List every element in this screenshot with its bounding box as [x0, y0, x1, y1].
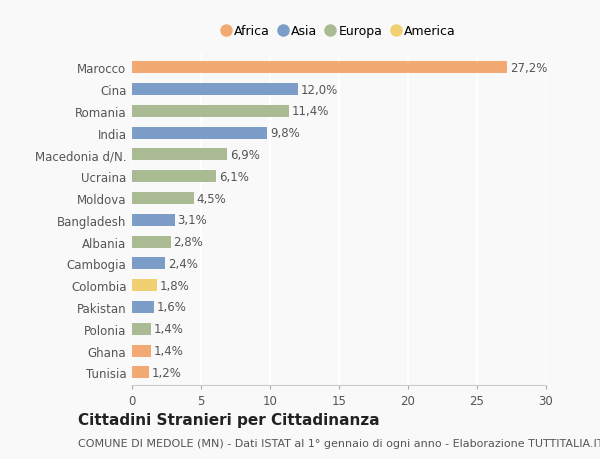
Bar [132, 84, 298, 96]
Text: 1,2%: 1,2% [151, 366, 181, 379]
Bar [132, 149, 227, 161]
Bar [132, 345, 151, 357]
Text: 9,8%: 9,8% [270, 127, 300, 140]
Bar [132, 236, 170, 248]
Text: 3,1%: 3,1% [178, 214, 207, 227]
Text: 1,8%: 1,8% [160, 279, 190, 292]
Text: 1,6%: 1,6% [157, 301, 187, 314]
Bar [132, 214, 175, 226]
Bar [132, 323, 151, 335]
Bar [132, 171, 216, 183]
Text: 1,4%: 1,4% [154, 344, 184, 357]
Text: Cittadini Stranieri per Cittadinanza: Cittadini Stranieri per Cittadinanza [78, 413, 380, 428]
Bar [132, 106, 289, 118]
Text: 11,4%: 11,4% [292, 105, 329, 118]
Text: 2,4%: 2,4% [168, 257, 198, 270]
Text: 4,5%: 4,5% [197, 192, 227, 205]
Bar [132, 280, 157, 291]
Bar [132, 62, 508, 74]
Text: 12,0%: 12,0% [301, 84, 338, 96]
Bar [132, 301, 154, 313]
Text: COMUNE DI MEDOLE (MN) - Dati ISTAT al 1° gennaio di ogni anno - Elaborazione TUT: COMUNE DI MEDOLE (MN) - Dati ISTAT al 1°… [78, 438, 600, 448]
Text: 1,4%: 1,4% [154, 323, 184, 336]
Text: 6,9%: 6,9% [230, 149, 260, 162]
Text: 27,2%: 27,2% [510, 62, 547, 75]
Bar [132, 193, 194, 205]
Text: 6,1%: 6,1% [219, 170, 249, 183]
Bar [132, 367, 149, 379]
Bar [132, 258, 165, 270]
Text: 2,8%: 2,8% [173, 235, 203, 248]
Legend: Africa, Asia, Europa, America: Africa, Asia, Europa, America [219, 22, 459, 42]
Bar [132, 128, 267, 140]
